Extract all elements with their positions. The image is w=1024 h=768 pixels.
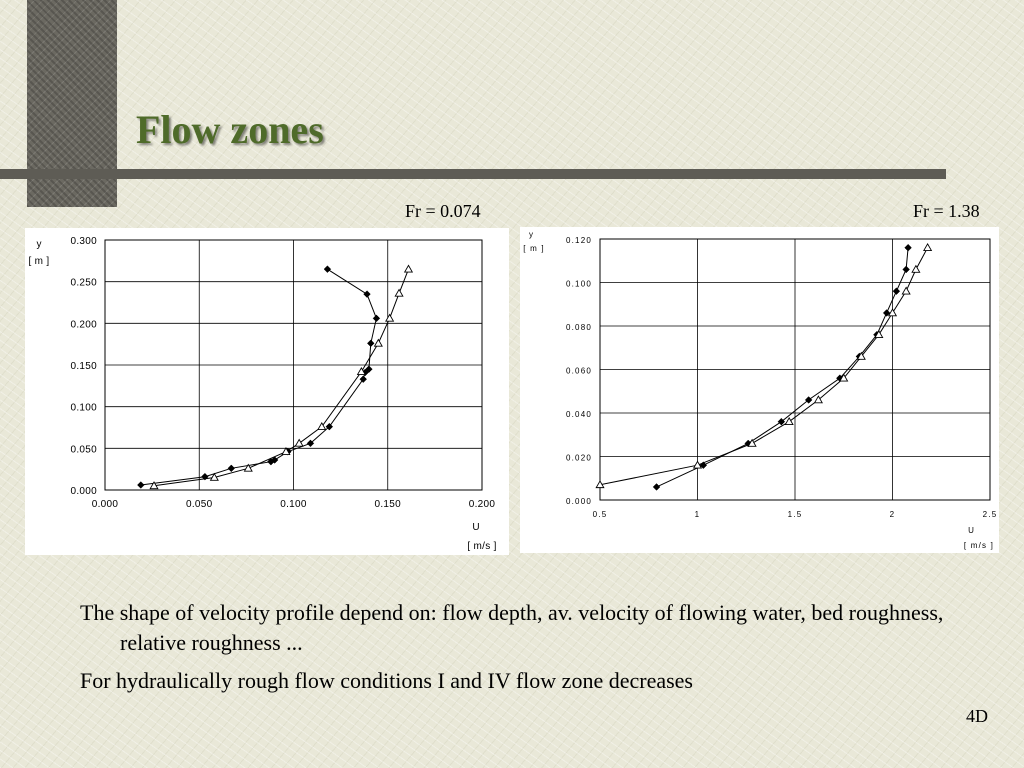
data-point-diamond	[306, 439, 315, 448]
y-tick-label: 0.020	[566, 454, 592, 463]
data-point-diamond	[652, 483, 661, 491]
x-axis-unit: [ m/s ]	[467, 541, 496, 552]
y-tick-label: 0.100	[70, 403, 97, 414]
data-point-diamond	[227, 464, 236, 473]
series-1-line	[140, 268, 377, 486]
y-tick-label: 0.000	[70, 486, 97, 497]
x-tick-label: 2	[890, 510, 896, 519]
data-point-diamond	[137, 481, 145, 489]
data-point-diamond	[359, 375, 367, 383]
data-point-diamond	[365, 365, 373, 373]
data-point-diamond	[367, 339, 375, 348]
data-point-triangle	[209, 472, 219, 481]
slide-body: The shape of velocity profile depend on:…	[80, 598, 980, 704]
y-tick-label: 0.040	[566, 410, 592, 419]
data-point-diamond	[882, 309, 891, 317]
x-axis-label: U	[968, 526, 974, 535]
x-axis-label: U	[472, 522, 479, 533]
bullet-2: For hydraulically rough flow conditions …	[80, 668, 693, 693]
data-point-triangle	[394, 288, 404, 297]
bullet-1: The shape of velocity profile depend on:…	[80, 600, 944, 655]
x-tick-label: 0.200	[469, 499, 496, 510]
series-2-line	[600, 247, 929, 486]
data-point-diamond	[363, 290, 371, 298]
x-tick-label: 0.5	[593, 510, 608, 519]
y-tick-label: 0.150	[70, 361, 97, 372]
data-point-diamond	[777, 417, 786, 426]
y-tick-label: 0.120	[566, 236, 592, 245]
y-axis-label: y	[37, 239, 42, 250]
data-point-triangle	[403, 264, 414, 273]
data-point-diamond	[902, 265, 910, 274]
y-tick-label: 0.000	[566, 497, 592, 506]
data-point-diamond	[270, 456, 279, 464]
data-point-triangle	[595, 480, 605, 489]
data-point-diamond	[804, 396, 813, 404]
y-tick-label: 0.100	[566, 280, 592, 289]
data-point-triangle	[856, 351, 866, 360]
series-1-line	[656, 247, 909, 488]
data-point-diamond	[372, 314, 381, 323]
x-tick-label: 0.050	[186, 499, 213, 510]
data-point-triangle	[373, 338, 383, 347]
data-point-triangle	[911, 264, 921, 273]
data-point-triangle	[747, 438, 757, 447]
y-axis-unit: [ m ]	[523, 244, 545, 253]
y-tick-label: 0.080	[566, 323, 592, 332]
slide-number: 4D	[966, 706, 988, 726]
plot-area	[599, 238, 991, 501]
data-point-triangle	[385, 313, 395, 322]
data-point-diamond	[325, 422, 334, 431]
x-tick-label: 0.000	[92, 499, 119, 510]
x-tick-label: 1.5	[788, 510, 803, 519]
x-tick-label: 0.150	[374, 499, 401, 510]
data-point-triangle	[923, 242, 933, 251]
y-tick-label: 0.250	[70, 278, 97, 289]
data-point-triangle	[692, 460, 703, 469]
data-point-triangle	[813, 395, 823, 404]
x-tick-label: 1	[695, 510, 701, 519]
data-point-triangle	[901, 286, 911, 295]
y-tick-label: 0.200	[70, 319, 97, 330]
data-point-triangle	[874, 329, 884, 339]
data-point-diamond	[904, 243, 912, 252]
data-point-triangle	[294, 438, 304, 447]
velocity-profile-chart-left: 0.000 0.050 0.100 0.150 0.200 0.000 0.050 0.100…	[25, 228, 509, 555]
data-point-triangle	[317, 421, 327, 430]
y-axis-unit: [ m ]	[29, 256, 50, 267]
slide-title: Flow zones	[136, 107, 324, 152]
plot-area	[104, 239, 483, 491]
y-tick-label: 0.050	[70, 444, 97, 455]
y-tick-label: 0.060	[566, 367, 592, 376]
data-point-triangle	[887, 308, 898, 317]
chart-right-svg: 0.5 1 1.5 2 2.5 0.000 0.020 0.040 0.060 0.080 0.10…	[523, 230, 998, 550]
x-tick-label: 2.5	[983, 510, 998, 519]
data-point-triangle	[784, 416, 794, 426]
data-point-diamond	[323, 265, 332, 273]
data-point-triangle	[243, 463, 253, 472]
data-point-diamond	[892, 287, 901, 295]
y-axis-label: y	[529, 230, 533, 239]
data-point-triangle	[281, 446, 291, 455]
data-point-triangle	[356, 366, 366, 375]
velocity-profile-chart-right: 0.5 1 1.5 2 2.5 0.000 0.020 0.040 0.060 0.080 0.10…	[520, 227, 999, 553]
data-point-triangle	[149, 481, 159, 490]
y-tick-label: 0.300	[70, 236, 97, 247]
x-axis-unit: [ m/s ]	[964, 541, 994, 550]
chart-left-title: Fr = 0.074	[405, 201, 481, 221]
chart-left-svg: 0.000 0.050 0.100 0.150 0.200 0.000 0.050 0.100…	[29, 236, 497, 552]
title-divider	[0, 169, 946, 179]
chart-right-title: Fr = 1.38	[913, 201, 980, 221]
x-tick-label: 0.100	[280, 499, 307, 510]
data-point-triangle	[839, 373, 849, 382]
